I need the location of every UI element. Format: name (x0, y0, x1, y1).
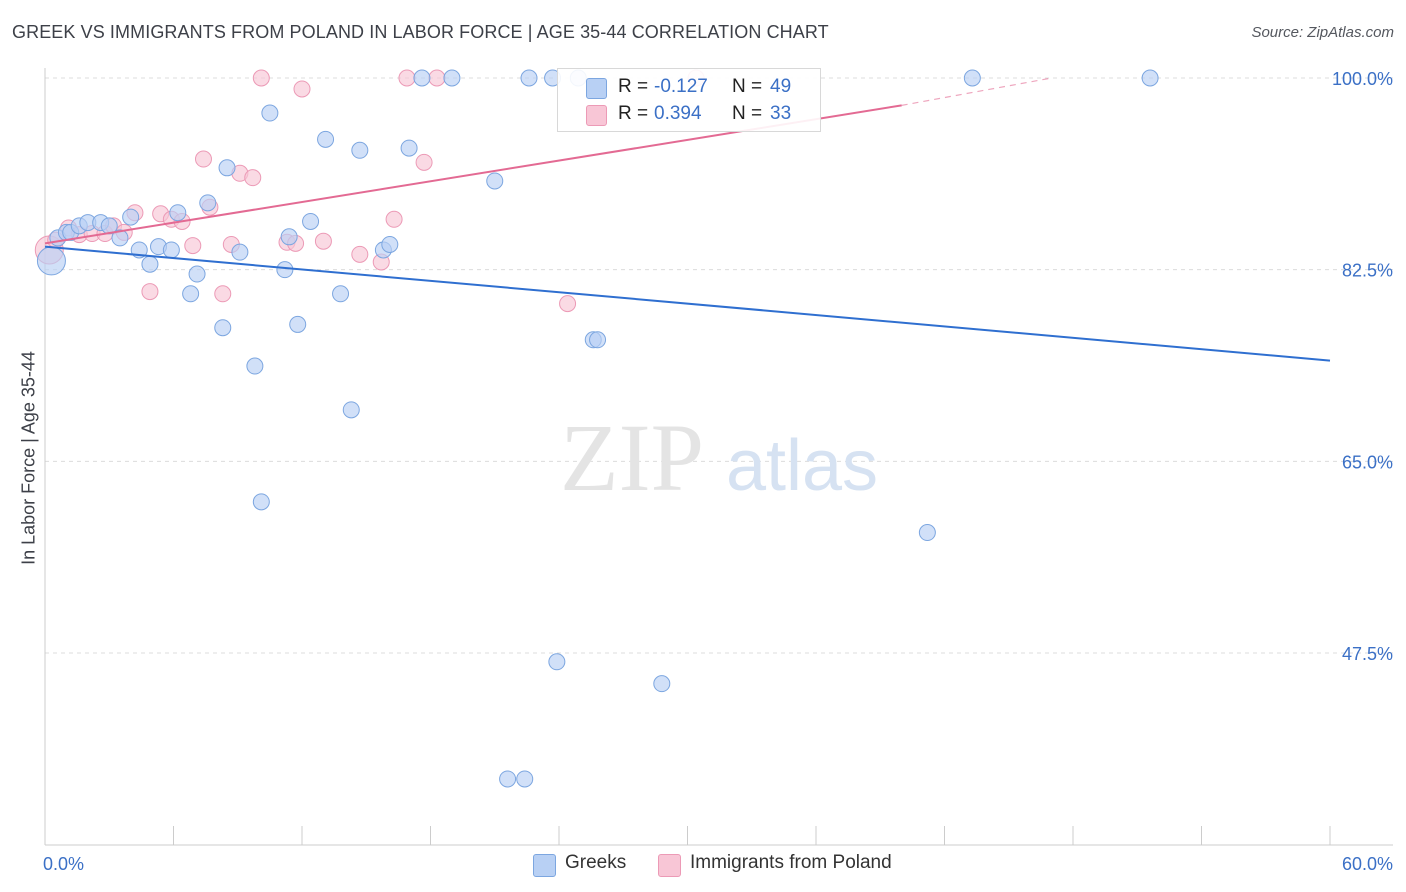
greek-point (36, 246, 66, 276)
greek-point (589, 331, 607, 349)
greek-point (289, 315, 307, 333)
greek-point (182, 285, 200, 303)
greek-point (231, 243, 249, 261)
greek-point (122, 208, 140, 226)
greek-point (400, 139, 418, 157)
poland-point (314, 232, 332, 250)
poland-point (559, 295, 577, 313)
watermark-atlas: atlas (726, 426, 878, 506)
legend-label: Immigrants from Poland (690, 852, 892, 873)
greek-point (918, 524, 936, 542)
poland-point (141, 283, 159, 301)
greek-point (246, 357, 264, 375)
legend-row-greeks: R = -0.127 N = 49 (558, 73, 820, 101)
source-label: Source: ZipAtlas.com (1251, 24, 1394, 41)
greek-point (302, 212, 320, 230)
greek-point (141, 255, 159, 273)
poland-point (252, 69, 270, 87)
greek-point (252, 493, 270, 511)
poland-legend-swatch (658, 854, 681, 877)
axis-layer (44, 68, 1393, 846)
r-label: R = (618, 76, 649, 97)
greek-point (214, 319, 232, 337)
greek-point (188, 265, 206, 283)
x-tick-label-min: 0.0% (43, 854, 84, 874)
greek-point (111, 229, 129, 247)
poland-point (415, 153, 433, 171)
correlation-legend: R = -0.127 N = 49 R = 0.394 N = 33 (557, 68, 821, 132)
r-value: 0.394 (654, 103, 702, 124)
y-tick-label: 47.5% (1342, 644, 1393, 664)
greek-point (653, 675, 671, 693)
greek-point (169, 204, 187, 222)
poland-point (398, 69, 416, 87)
chart-title: GREEK VS IMMIGRANTS FROM POLAND IN LABOR… (12, 22, 829, 42)
greek-point (199, 194, 217, 212)
poland-point (351, 245, 369, 263)
greek-point (413, 69, 431, 87)
poland-swatch (586, 105, 607, 126)
greek-point (261, 104, 279, 122)
watermark-zip: ZIP (560, 404, 704, 511)
greek-point (963, 69, 981, 87)
watermark: ZIP atlas (560, 404, 878, 511)
greek-point (351, 141, 369, 159)
greek-point (317, 130, 335, 148)
greek-point (486, 172, 504, 190)
greek-point (280, 228, 298, 246)
series-greeks-points (36, 69, 1159, 788)
r-label: R = (618, 103, 649, 124)
greek-point (218, 159, 236, 177)
y-tick-label: 65.0% (1342, 452, 1393, 472)
greek-point (332, 285, 350, 303)
x-tick-label-max: 60.0% (1342, 854, 1393, 874)
greeks-legend-swatch (533, 854, 556, 877)
poland-point (293, 80, 311, 98)
poland-point (244, 169, 262, 187)
greek-point (381, 235, 399, 253)
series-legend: Greeks Immigrants from Poland (0, 851, 1406, 879)
greek-point (520, 69, 538, 87)
y-tick-label: 82.5% (1342, 261, 1393, 281)
poland-point (194, 150, 212, 168)
greek-point (548, 653, 566, 671)
greek-point (443, 69, 461, 87)
poland-trend-extension (901, 77, 1052, 106)
greek-point (342, 401, 360, 419)
n-value: 33 (770, 103, 792, 124)
r-value: -0.127 (654, 76, 708, 97)
poland-point (385, 210, 403, 228)
greek-point (162, 241, 180, 259)
y-tick-label: 100.0% (1332, 69, 1393, 89)
legend-label: Greeks (565, 852, 627, 873)
greek-point (276, 261, 294, 279)
n-label: N = (732, 103, 763, 124)
greek-point (1141, 69, 1159, 87)
tick-labels: 47.5% 65.0% 82.5% 100.0% 0.0% 60.0% (43, 69, 1393, 874)
poland-point (184, 237, 202, 255)
greek-point (499, 770, 517, 788)
greeks-swatch (586, 78, 607, 99)
greek-point (516, 770, 534, 788)
poland-point (214, 285, 232, 303)
poland-point (428, 69, 446, 87)
greeks-trend-line (44, 245, 1331, 362)
n-value: 49 (770, 76, 792, 97)
n-label: N = (732, 76, 763, 97)
legend-row-poland: R = 0.394 N = 33 (558, 100, 820, 128)
